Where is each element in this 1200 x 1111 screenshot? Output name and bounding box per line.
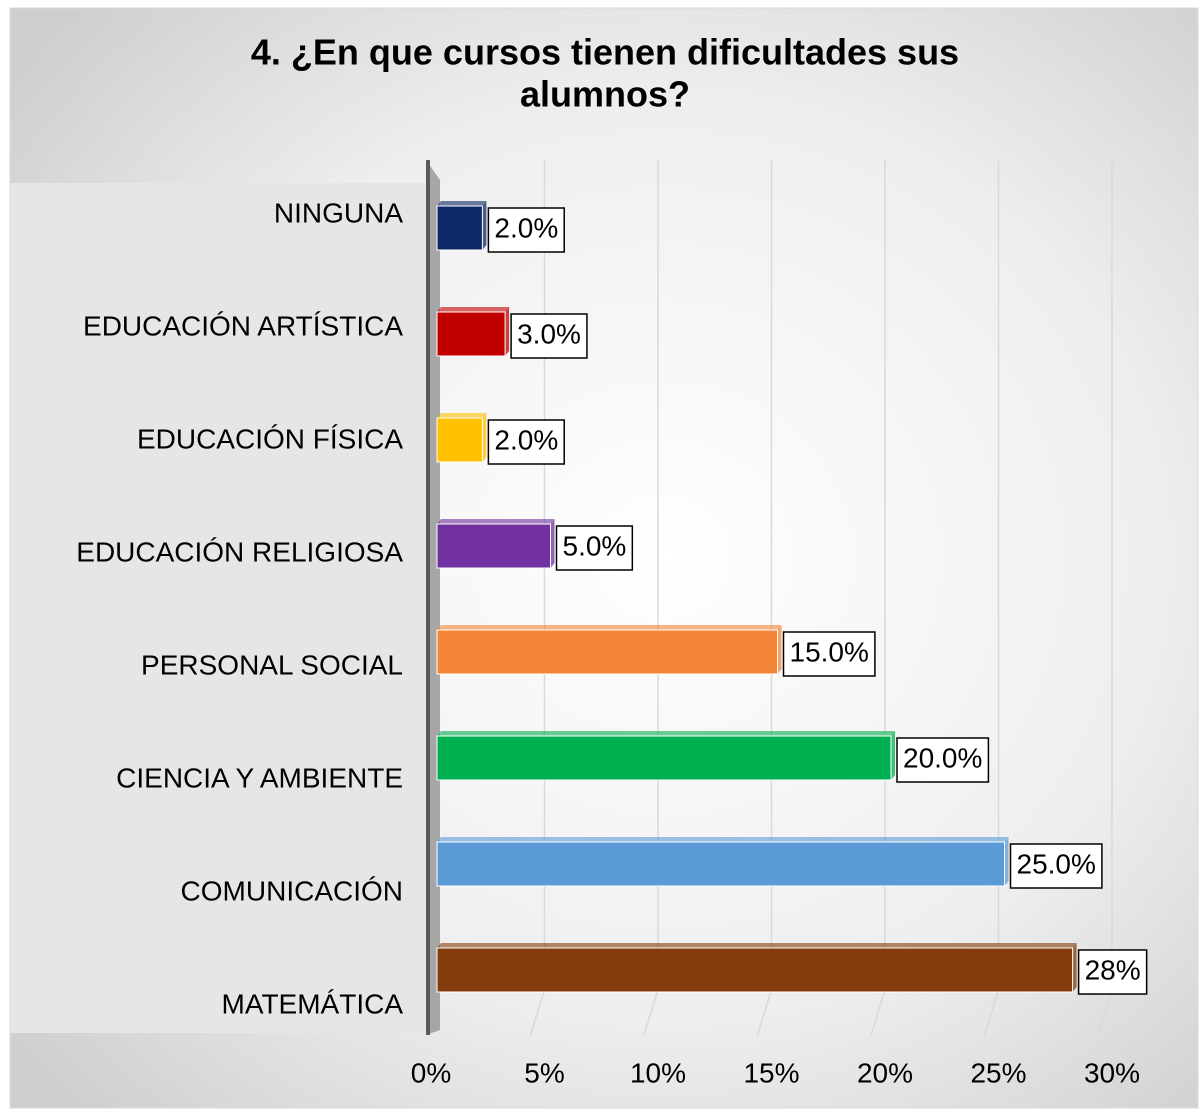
- value-label: 25.0%: [1017, 848, 1096, 879]
- y-tick-label: NINGUNA: [274, 197, 403, 228]
- bar-side: [482, 413, 487, 462]
- value-label: 5.0%: [563, 530, 627, 561]
- bar-side: [550, 519, 555, 568]
- bar-side: [777, 625, 782, 674]
- grid-line: [870, 989, 886, 1036]
- x-tick-label: 30%: [1084, 1057, 1140, 1088]
- value-label-box: [1077, 949, 1148, 995]
- y-tick-label: EDUCACIÓN FÍSICA: [137, 423, 403, 454]
- bar: [436, 735, 892, 781]
- value-label-box: [555, 525, 634, 571]
- grid-line: [756, 989, 773, 1036]
- bar: [436, 523, 551, 569]
- value-label: 2.0%: [494, 424, 558, 455]
- value-label-box: [896, 737, 990, 783]
- value-label-box: [1009, 843, 1103, 889]
- value-label-box: [782, 631, 876, 677]
- value-label: 28%: [1085, 954, 1141, 985]
- bar: [436, 417, 483, 463]
- chart-title: 4. ¿En que cursos tienen dificultades su…: [251, 32, 959, 73]
- value-label-box: [510, 313, 588, 359]
- x-tick-label: 0%: [411, 1057, 451, 1088]
- x-tick-label: 20%: [857, 1057, 913, 1088]
- grid-line: [529, 989, 546, 1036]
- y-tick-label: COMUNICACIÓN: [181, 875, 403, 906]
- y-tick-label: EDUCACIÓN RELIGIOSA: [76, 536, 403, 567]
- bar-top: [437, 307, 510, 312]
- bar-top: [437, 201, 487, 206]
- grid-line: [1097, 989, 1113, 1036]
- value-label: 3.0%: [517, 318, 581, 349]
- bar-side: [505, 307, 510, 356]
- x-tick-label: 10%: [630, 1057, 686, 1088]
- grid-line: [643, 989, 659, 1036]
- value-label: 2.0%: [494, 212, 558, 243]
- bar-side: [1072, 943, 1077, 992]
- bar-top: [437, 943, 1077, 948]
- grid-line: [983, 989, 1000, 1036]
- y-tick-label: PERSONAL SOCIAL: [141, 649, 403, 680]
- value-label: 20.0%: [903, 742, 982, 773]
- x-tick-label: 25%: [970, 1057, 1026, 1088]
- label-panel: [10, 183, 426, 1033]
- y-tick-label: CIENCIA Y AMBIENTE: [116, 762, 403, 793]
- x-tick-label: 15%: [743, 1057, 799, 1088]
- bar-top: [437, 625, 782, 630]
- bar-side: [482, 201, 487, 250]
- bar-top: [437, 519, 555, 524]
- x-tick-label: 5%: [524, 1057, 564, 1088]
- value-label-box: [487, 207, 565, 253]
- bar: [436, 841, 1005, 887]
- value-label: 15.0%: [790, 636, 869, 667]
- bar-side: [891, 731, 895, 780]
- bar: [436, 311, 506, 357]
- bar: [436, 629, 778, 675]
- bar-top: [437, 413, 487, 418]
- bar-top: [437, 837, 1009, 842]
- value-label-box: [487, 419, 565, 465]
- y-tick-label: MATEMÁTICA: [222, 988, 404, 1019]
- bar-top: [437, 731, 895, 736]
- bar-side: [1004, 837, 1009, 886]
- bar: [436, 947, 1074, 993]
- bar: [436, 205, 483, 251]
- chart-title: alumnos?: [520, 74, 690, 115]
- y-tick-label: EDUCACIÓN ARTÍSTICA: [83, 310, 403, 341]
